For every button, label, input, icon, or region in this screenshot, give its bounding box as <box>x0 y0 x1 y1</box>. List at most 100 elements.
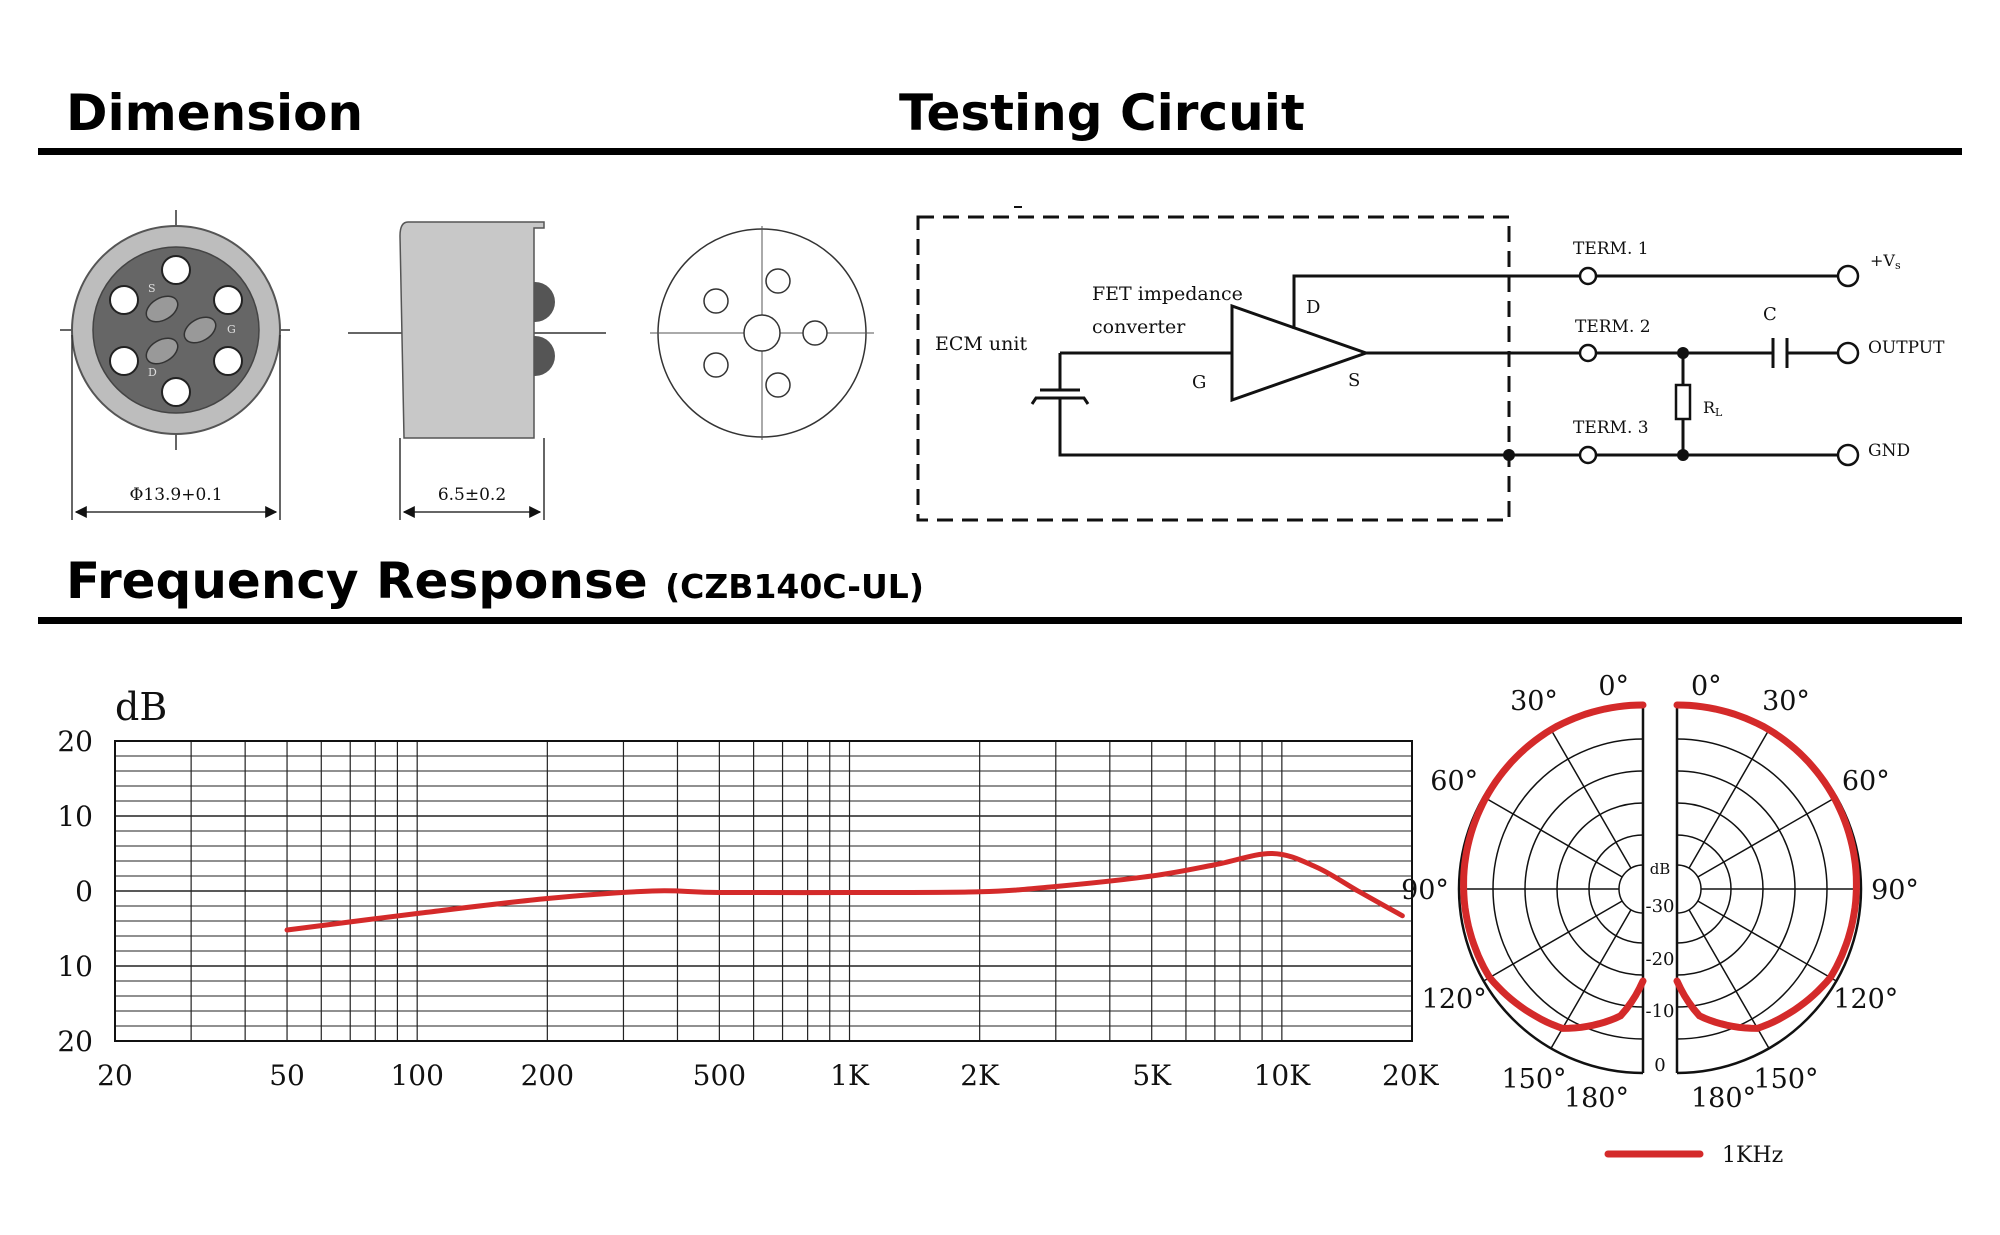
front-view: S G D Φ13.9+0.1 <box>60 210 290 520</box>
gnd-label: GND <box>1868 441 1910 461</box>
resistor-label-main: R <box>1703 398 1716 417</box>
hole <box>109 285 139 315</box>
y-tick-label: 20 <box>57 725 93 758</box>
junction-dot <box>1503 449 1515 461</box>
pin-g-label: G <box>1192 372 1206 393</box>
rear-hole <box>703 288 729 314</box>
x-tick-label: 500 <box>693 1059 746 1092</box>
capacitor-label: C <box>1763 304 1777 325</box>
capsule-body <box>399 221 545 439</box>
pin-label-d: D <box>148 366 157 379</box>
x-tick-label: 200 <box>521 1059 574 1092</box>
term1-node <box>1578 266 1598 286</box>
rear-hole <box>765 372 791 398</box>
x-tick-labels: 20 50 100 200 500 1K 2K 5K 10K 20K <box>97 1059 1439 1092</box>
polar-angle-label: 90° <box>1401 875 1449 906</box>
y-tick-label: 10 <box>57 950 93 983</box>
x-tick-label: 100 <box>390 1059 443 1092</box>
polar-radial-label: 0 <box>1654 1055 1665 1076</box>
term1-label: TERM. 1 <box>1573 239 1649 259</box>
polar-spoke <box>1688 729 1770 869</box>
gnd-terminal <box>1836 443 1860 467</box>
polar-radial-labels: dB -30 -20 -10 0 <box>1646 860 1675 1076</box>
top-rule <box>38 148 1962 155</box>
hole <box>161 255 191 285</box>
hole <box>161 377 191 407</box>
height-label: 6.5±0.2 <box>438 485 506 505</box>
frequency-response-curve <box>284 850 1405 933</box>
polar-pattern-chart: 0°30°60°90°120°150°180°0° 30°60°90°120°15… <box>1401 671 1919 1168</box>
side-view: 6.5±0.2 <box>348 221 606 520</box>
x-tick-label: 2K <box>960 1059 1000 1092</box>
polar-angle-label: 90° <box>1871 875 1919 906</box>
polar-angle-label: 0° <box>1598 671 1629 702</box>
term3-label: TERM. 3 <box>1573 418 1649 438</box>
polar-radial-label: dB <box>1650 860 1671 878</box>
solder-pad-d <box>145 337 179 365</box>
polar-angle-label: 150° <box>1501 1064 1566 1095</box>
polar-spoke <box>1697 796 1837 878</box>
polar-angle-label: 180° <box>1691 1083 1756 1114</box>
term2-label: TERM. 2 <box>1575 317 1651 337</box>
solder-pad-g <box>183 316 217 344</box>
polar-angle-label: 120° <box>1422 984 1487 1015</box>
polar-angle-labels: 0°30°60°90°120°150°180°0° 30°60°90°120°15… <box>1401 671 1919 1114</box>
fet-label-line1: FET impedance <box>1092 283 1243 305</box>
polar-angle-label: 120° <box>1833 984 1898 1015</box>
vs-label-sub: s <box>1895 259 1901 272</box>
polar-spoke <box>1483 900 1623 982</box>
x-tick-label: 1K <box>830 1059 870 1092</box>
plot-frame <box>114 740 1413 1042</box>
polar-grid <box>1457 703 1863 1075</box>
vs-label: +Vs <box>1870 251 1901 272</box>
center-terminal <box>743 314 781 352</box>
hole <box>109 346 139 376</box>
vs-terminal <box>1836 264 1860 288</box>
polar-angle-label: 180° <box>1564 1083 1629 1114</box>
term2-node <box>1578 343 1598 363</box>
y-tick-labels: 20 10 0 10 20 <box>57 725 93 1058</box>
y-tick-label: 20 <box>57 1025 93 1058</box>
polar-angle-label: 150° <box>1753 1064 1818 1095</box>
polar-angle-label: 60° <box>1430 766 1478 797</box>
hole <box>213 285 243 315</box>
pin-d-label: D <box>1306 297 1320 318</box>
polar-angle-label: 30° <box>1510 686 1558 717</box>
polar-curve-right <box>1673 701 1860 1032</box>
resistor-label: RL <box>1703 398 1723 419</box>
polar-spoke <box>1483 796 1623 878</box>
x-tick-label: 50 <box>269 1059 305 1092</box>
x-tick-label: 5K <box>1132 1059 1172 1092</box>
pin-label-s: S <box>148 282 156 295</box>
polar-ring <box>1618 864 1644 914</box>
solder-pad-s <box>145 295 179 323</box>
polar-radial-label: -20 <box>1646 949 1675 970</box>
polar-radial-label: -10 <box>1646 1001 1675 1022</box>
polar-angle-label: 60° <box>1842 766 1890 797</box>
legend-label: 1KHz <box>1722 1143 1783 1168</box>
term3-node <box>1578 445 1598 465</box>
diameter-label: Φ13.9+0.1 <box>129 485 222 505</box>
vs-label-main: +V <box>1870 251 1895 270</box>
pin-s-label: S <box>1348 370 1360 391</box>
testing-circuit <box>916 206 1860 522</box>
model-number: (CZB140C-UL) <box>665 567 924 606</box>
output-terminal <box>1836 341 1860 365</box>
circuit-labels: ECM unit FET impedance converter D G S T… <box>935 239 1945 461</box>
resistor-label-sub: L <box>1715 406 1723 419</box>
rear-hole <box>703 352 729 378</box>
fet-amplifier <box>1230 303 1371 403</box>
output-label: OUTPUT <box>1868 338 1945 358</box>
ground-wire <box>1058 398 1580 457</box>
ecm-unit-box <box>916 215 1511 522</box>
y-axis-label: dB <box>115 685 167 729</box>
polar-ring <box>1676 864 1702 914</box>
middle-rule <box>38 617 1962 624</box>
load-resistor <box>1674 383 1692 421</box>
x-tick-label: 20K <box>1382 1059 1440 1092</box>
polar-curve-left <box>1460 701 1647 1032</box>
y-tick-label: 0 <box>75 875 93 908</box>
x-tick-label: 20 <box>97 1059 133 1092</box>
